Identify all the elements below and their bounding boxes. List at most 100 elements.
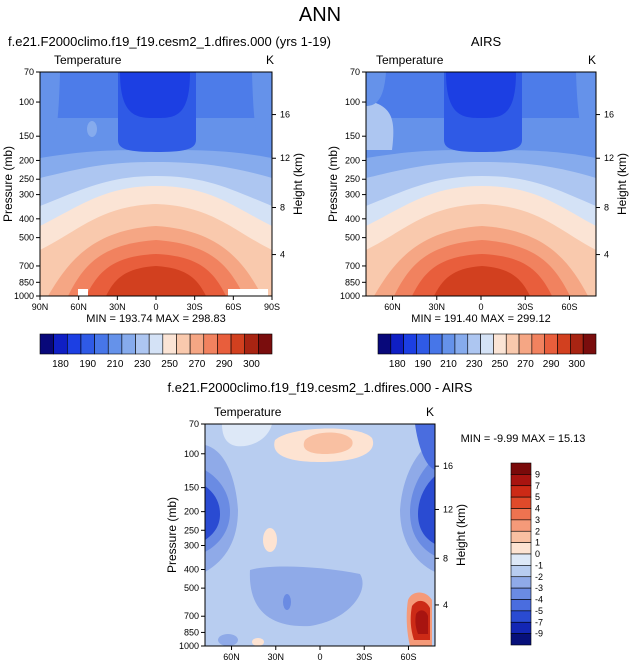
colorbar-label: 0: [535, 549, 540, 559]
height-tick-label: 8: [443, 553, 448, 563]
panel-diff-units: K: [426, 405, 434, 419]
contour-band: [263, 528, 277, 552]
colorbar-swatch: [510, 485, 532, 498]
latitude-tick-label: 60S: [561, 302, 577, 312]
panel-diff-field: [205, 424, 435, 646]
panel-model-units: K: [266, 53, 274, 67]
y2-axis-label: Height (km): [291, 153, 305, 215]
colorbar-swatch: [510, 462, 532, 475]
panel-diff-title: f.e21.F2000climo.f19_f19.cesm2_1.dfires.…: [168, 380, 473, 395]
colorbar-label: 290: [216, 359, 233, 370]
colorbar-swatch: [416, 333, 430, 355]
contour-band: [87, 121, 97, 137]
colorbar-swatch: [510, 553, 532, 566]
latitude-tick-label: 60N: [223, 652, 240, 662]
colorbar-swatch: [570, 333, 584, 355]
contour-band: [418, 476, 435, 544]
contour-band: [366, 100, 394, 150]
colorbar-swatch: [230, 333, 246, 355]
colorbar-label: -4: [535, 595, 543, 605]
colorbar-swatch: [544, 333, 558, 355]
colorbar-swatch: [510, 496, 532, 509]
colorbar-label: 3: [535, 515, 540, 525]
colorbar-swatch: [162, 333, 177, 355]
colorbar-swatch: [53, 333, 68, 355]
latitude-tick-label: 60S: [225, 302, 241, 312]
colorbar-label: 300: [568, 359, 585, 370]
pressure-tick-label: 850: [19, 277, 34, 287]
height-tick-label: 4: [604, 250, 609, 260]
colorbar-swatch: [107, 333, 123, 355]
pressure-tick-label: 700: [345, 261, 360, 271]
panel-model-stats: MIN = 193.74 MAX = 298.83: [86, 313, 225, 325]
pressure-tick-label: 200: [184, 507, 199, 517]
colorbar-label: -9: [535, 629, 543, 639]
colorbar-label: -3: [535, 583, 543, 593]
colorbar-label: -2: [535, 572, 543, 582]
colorbar-label: -7: [535, 617, 543, 627]
panel-model-title: f.e21.F2000climo.f19_f19.cesm2_1.dfires.…: [8, 34, 331, 49]
colorbar-swatch: [390, 333, 404, 355]
panel-diff-left-label: Temperature: [214, 405, 282, 419]
contour-band: [415, 424, 435, 470]
colorbar-swatch: [510, 621, 532, 634]
colorbar-swatch: [480, 333, 494, 355]
contour-band: [252, 72, 272, 150]
colorbar-swatch: [203, 333, 218, 355]
latitude-tick-label: 30N: [268, 652, 285, 662]
pressure-tick-label: 100: [184, 449, 199, 459]
panel-obs-stats: MIN = 191.40 MAX = 299.12: [411, 313, 550, 325]
latitude-tick-label: 30S: [187, 302, 203, 312]
contour-band: [283, 594, 291, 610]
colorbar-swatch: [510, 508, 532, 521]
colorbar-swatch: [121, 333, 136, 355]
colorbar-swatch: [377, 333, 392, 355]
colorbar-swatch: [531, 333, 546, 355]
panel-diff-axes: 70 100 150 200 250 300 400 500 700 850 1000 16 12 8 4 6…: [165, 419, 468, 662]
colorbar-label: 230: [134, 359, 151, 370]
contour-band: [218, 634, 238, 646]
pressure-tick-label: 300: [184, 540, 199, 550]
pressure-tick-label: 500: [19, 233, 34, 243]
height-tick-label: 4: [443, 600, 448, 610]
colorbar-label: 270: [517, 359, 534, 370]
colorbar-swatch: [189, 333, 205, 355]
contour-band: [249, 566, 363, 627]
pressure-tick-label: 400: [19, 214, 34, 224]
pressure-tick-label: 150: [345, 131, 360, 141]
colorbar-swatch: [510, 530, 532, 543]
colorbar-swatch: [510, 610, 532, 623]
figure-title: ANN: [299, 4, 341, 26]
latitude-tick-label: 0: [153, 302, 158, 312]
pressure-tick-label: 100: [345, 97, 360, 107]
pressure-tick-label: 250: [184, 525, 199, 535]
y-axis-label: Pressure (mb): [326, 146, 340, 222]
pressure-tick-label: 700: [184, 611, 199, 621]
pressure-tick-label: 70: [189, 419, 199, 429]
latitude-tick-label: 30S: [517, 302, 533, 312]
latitude-tick-label: 30N: [429, 302, 446, 312]
height-tick-label: 8: [604, 203, 609, 213]
colorbar-swatch: [94, 333, 109, 355]
latitude-tick-label: 60N: [70, 302, 87, 312]
panel-obs-units: K: [588, 53, 596, 67]
contour-band: [446, 72, 516, 118]
height-tick-label: 16: [604, 110, 614, 120]
panel-obs-colorbar: 180 190 210 230 250 270 290 300: [377, 333, 597, 370]
colorbar-swatch: [428, 333, 443, 355]
latitude-tick-label: 90S: [264, 302, 280, 312]
contour-band: [222, 424, 272, 447]
pressure-tick-label: 200: [345, 155, 360, 165]
colorbar-label: -5: [535, 606, 543, 616]
panel-model-field: [40, 72, 272, 296]
missing-data-patch: [228, 289, 268, 296]
panel-diff-stats: MIN = -9.99 MAX = 15.13: [461, 433, 586, 445]
y2-axis-label: Height (km): [454, 504, 468, 566]
pressure-tick-label: 250: [19, 174, 34, 184]
contour-band: [120, 72, 190, 118]
colorbar-swatch: [244, 333, 259, 355]
colorbar-label: 230: [466, 359, 483, 370]
colorbar-swatch: [510, 599, 532, 612]
colorbar-swatch: [39, 333, 54, 355]
colorbar-label: 2: [535, 526, 540, 536]
